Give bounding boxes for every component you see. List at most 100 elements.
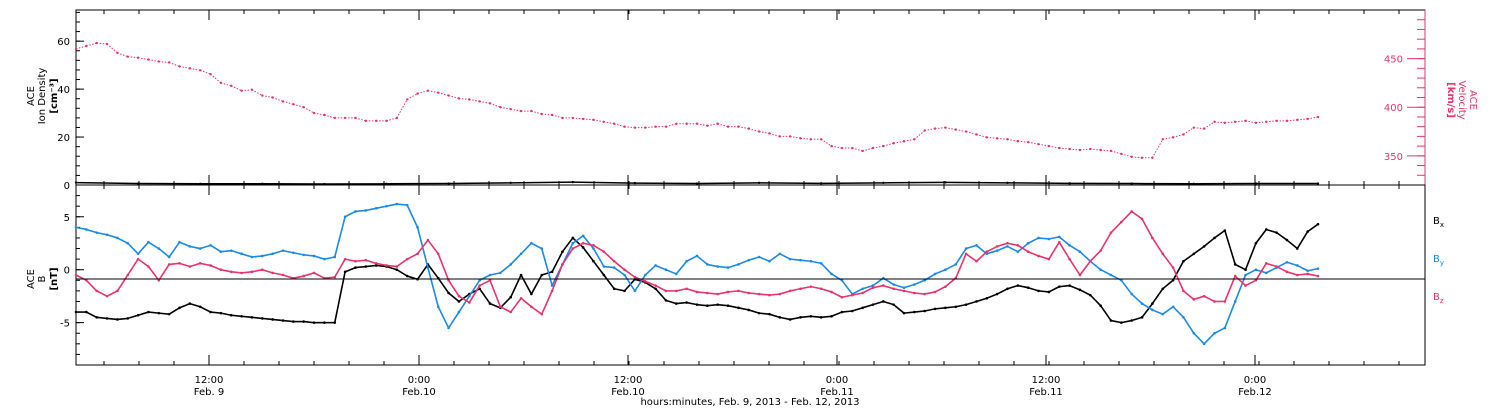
field-axis-label-1: ACE xyxy=(26,269,37,289)
field-bz-segment xyxy=(613,260,626,271)
field-bz-segment xyxy=(903,290,915,294)
top-series-segment xyxy=(313,112,325,116)
field-by-segment xyxy=(262,253,273,257)
field-by-segment xyxy=(1286,261,1298,267)
field-bx-segment xyxy=(976,297,988,303)
field-bx-segment xyxy=(1110,319,1122,324)
field-by-segment xyxy=(1079,251,1091,262)
top-series-segment xyxy=(231,85,242,92)
legend-bz-label: B xyxy=(1433,292,1440,303)
top-series-segment xyxy=(138,57,149,61)
field-by-segment xyxy=(903,283,915,289)
field-bz-segment xyxy=(313,272,325,279)
top-series-segment xyxy=(458,97,470,100)
top-series-segment xyxy=(976,133,987,138)
field-bz-segment xyxy=(727,290,739,293)
top-series-segment xyxy=(800,137,811,140)
top-series-segment xyxy=(1028,141,1039,145)
field-by-segment xyxy=(820,262,833,275)
field-bz-segment xyxy=(831,291,843,298)
field-by-segment xyxy=(1089,260,1102,271)
field-bz-segment xyxy=(1058,241,1071,260)
velocity-point xyxy=(343,116,347,120)
field-bx-segment xyxy=(603,274,615,290)
field-by-segment xyxy=(137,241,150,255)
field-by-segment xyxy=(520,242,532,255)
field-bz-segment xyxy=(582,242,594,247)
field-bz-segment xyxy=(717,291,729,295)
field-tick-label: 0 xyxy=(64,266,70,277)
top-series-segment xyxy=(1048,145,1060,149)
top-data-marks xyxy=(74,41,1320,186)
field-bz-segment xyxy=(96,290,108,297)
field-bz-segment xyxy=(1068,258,1081,276)
field-bz-segment xyxy=(458,295,470,304)
top-series-segment xyxy=(1183,127,1195,135)
field-by-segment xyxy=(324,256,335,260)
field-bz-segment xyxy=(893,287,905,292)
field-bx-segment xyxy=(1121,319,1132,324)
field-bz-segment xyxy=(1307,273,1319,277)
top-series-segment xyxy=(997,137,1008,140)
field-bz-segment xyxy=(179,262,191,268)
top-series-segment xyxy=(1245,120,1256,124)
field-bz-segment xyxy=(789,287,801,292)
field-bx-segment xyxy=(1027,286,1039,292)
field-bz-segment xyxy=(624,269,636,278)
field-bz-segment xyxy=(396,258,408,268)
field-bx-segment xyxy=(572,237,584,249)
field-by-segment xyxy=(1203,332,1216,345)
field-bz-segment xyxy=(220,268,232,273)
field-by-segment xyxy=(686,255,698,262)
field-bx-segment xyxy=(727,304,739,309)
field-bz-segment xyxy=(303,272,315,277)
field-bx-segment xyxy=(117,317,128,321)
field-by-segment xyxy=(1027,237,1039,244)
velocity-axis-label-3: [km/s] xyxy=(1445,82,1456,118)
field-bz-segment xyxy=(189,262,201,268)
field-bz-segment xyxy=(872,284,884,289)
top-series-segment xyxy=(86,42,97,47)
top-series-segment xyxy=(583,118,594,121)
field-bx-segment xyxy=(85,311,98,319)
top-series-segment xyxy=(438,92,449,97)
field-bz-segment xyxy=(375,262,387,267)
field-bx-segment xyxy=(582,246,595,262)
top-series-segment xyxy=(1110,150,1122,155)
field-bz-segment xyxy=(406,253,418,260)
field-bz-segment xyxy=(293,275,304,279)
field-bx-segment xyxy=(179,302,191,309)
field-bz-segment xyxy=(489,280,502,308)
field-bx-segment xyxy=(158,312,170,315)
field-bz-segment xyxy=(127,258,139,276)
field-bx-segment xyxy=(883,300,894,306)
field-bx-segment xyxy=(396,269,408,277)
field-bz-segment xyxy=(1110,221,1122,234)
top-series-segment xyxy=(1121,153,1132,158)
field-bz-segment xyxy=(759,293,770,296)
field-by-segment xyxy=(1058,236,1071,246)
field-by-segment xyxy=(510,253,522,265)
field-bx-segment xyxy=(127,314,139,320)
field-bx-segment xyxy=(199,306,211,313)
field-bz-segment xyxy=(324,276,335,279)
field-bx-segment xyxy=(561,237,574,253)
field-by-segment xyxy=(934,268,946,275)
field-by-segment xyxy=(1193,332,1205,345)
top-series-segment xyxy=(1255,121,1267,124)
top-series-segment xyxy=(489,102,501,108)
field-by-segment xyxy=(862,284,874,290)
field-by-point xyxy=(1316,267,1320,270)
density-axis-label-1: ACE xyxy=(26,86,37,106)
field-bz-segment xyxy=(883,284,894,290)
date-tick-label: Feb. 9 xyxy=(194,387,224,398)
field-bx-segment xyxy=(1276,231,1288,241)
field-bx-segment xyxy=(220,312,232,317)
legend-bx: Bx xyxy=(1433,216,1444,229)
top-series-segment xyxy=(1079,148,1091,151)
field-bz-segment xyxy=(914,292,925,295)
velocity-tick-label: 350 xyxy=(1384,152,1403,163)
legend: Bx By Bz xyxy=(1433,216,1444,305)
